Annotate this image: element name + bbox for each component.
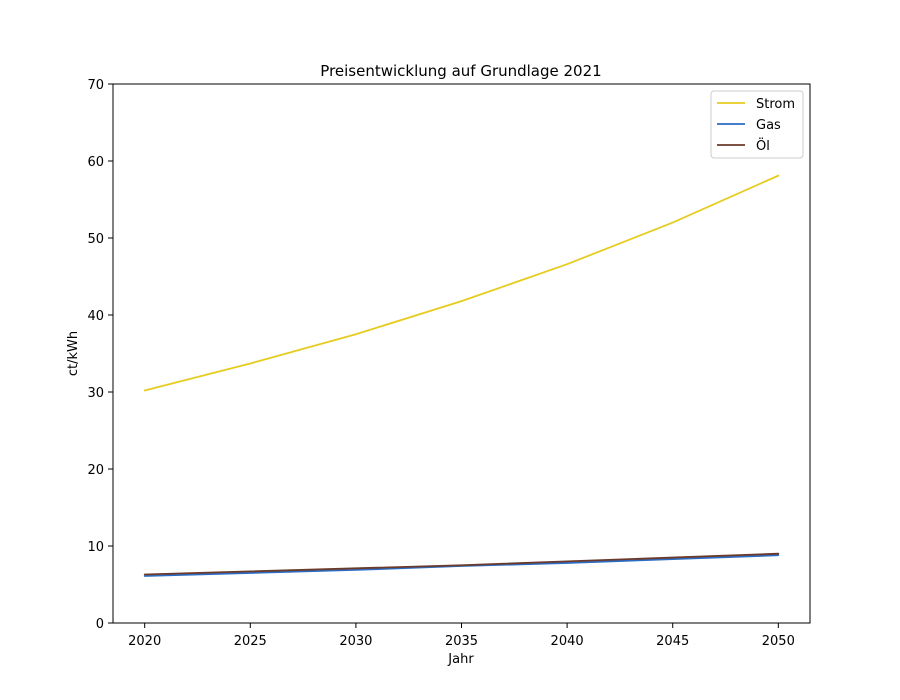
- x-tick-label: 2050: [762, 634, 795, 649]
- legend: Strom Gas Öl: [710, 90, 804, 159]
- y-tick-label: 30: [87, 386, 104, 401]
- y-axis: 0 10 20 30 40 50 60 70: [87, 78, 113, 632]
- x-tick-label: 2030: [339, 634, 372, 649]
- x-tick-label: 2025: [234, 634, 267, 649]
- y-axis-label: ct/kWh: [66, 331, 81, 376]
- y-tick-label: 50: [87, 232, 104, 247]
- x-tick-label: 2020: [128, 634, 161, 649]
- y-tick-label: 40: [87, 309, 104, 324]
- y-tick-label: 70: [87, 78, 104, 93]
- series-lines: [143, 174, 780, 577]
- y-tick-label: 60: [87, 155, 104, 170]
- x-tick-label: 2035: [445, 634, 478, 649]
- y-tick-label: 0: [96, 617, 104, 632]
- x-axis: 2020 2025 2030 2035 2040 2045 2050: [128, 623, 795, 649]
- legend-label: Strom: [756, 97, 795, 112]
- y-tick-label: 10: [87, 540, 104, 555]
- series-line-strom: [143, 174, 780, 392]
- y-tick-label: 20: [87, 463, 104, 478]
- series-line-öl: [143, 552, 780, 576]
- legend-label: Gas: [756, 118, 781, 133]
- chart-title: Preisentwicklung auf Grundlage 2021: [320, 62, 601, 80]
- x-axis-label: Jahr: [447, 652, 474, 667]
- x-tick-label: 2040: [551, 634, 584, 649]
- legend-label: Öl: [756, 137, 770, 154]
- x-tick-label: 2045: [656, 634, 689, 649]
- legend-box: [710, 90, 804, 159]
